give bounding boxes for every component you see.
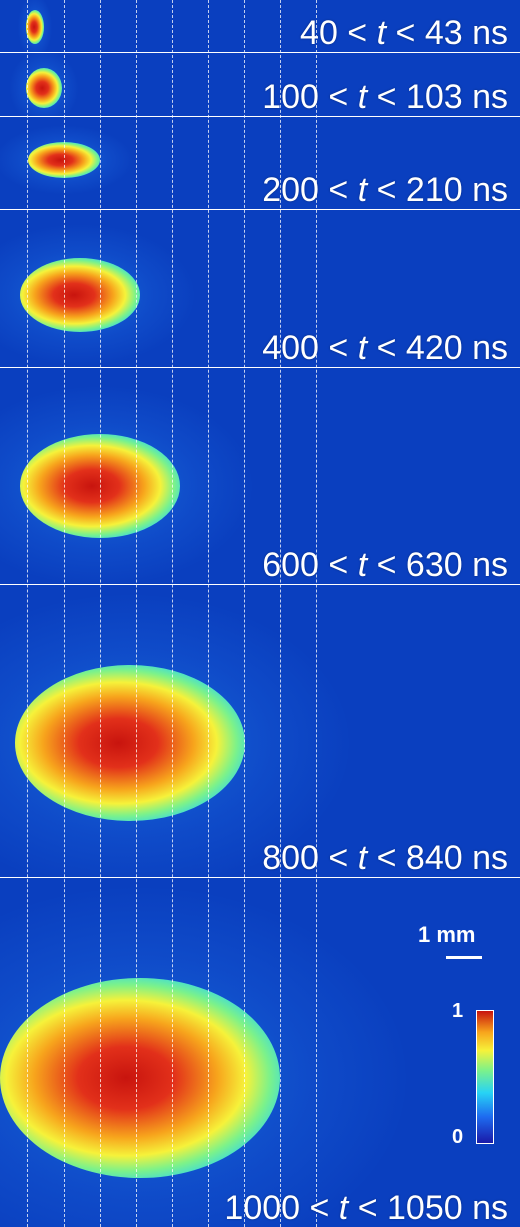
panel-divider: [0, 209, 520, 210]
grid-line: [136, 0, 137, 1227]
intensity-blob: [26, 68, 62, 108]
time-low: 600: [262, 546, 319, 584]
time-panel: 100 < t < 103 ns: [0, 53, 520, 116]
colorbar-min-label: 0: [452, 1126, 464, 1148]
lt-symbol: <: [367, 78, 406, 116]
time-symbol: t: [357, 171, 368, 209]
intensity-blob: [15, 665, 245, 821]
lt-symbol: <: [367, 171, 406, 209]
grid-line: [100, 0, 101, 1227]
grid-line: [64, 0, 65, 1227]
time-unit: ns: [462, 78, 508, 116]
time-low: 100: [262, 78, 319, 116]
time-window-label: 100 < t < 103 ns: [262, 80, 508, 114]
time-window-label: 40 < t < 43 ns: [300, 16, 508, 50]
lt-symbol: <: [337, 14, 377, 52]
time-symbol: t: [357, 78, 368, 116]
time-low: 200: [262, 171, 319, 209]
time-panel: 800 < t < 840 ns: [0, 585, 520, 877]
grid-line: [244, 0, 245, 1227]
colorbar: [476, 1010, 494, 1144]
scale-bar: [446, 956, 482, 959]
time-symbol: t: [357, 329, 368, 367]
lt-symbol: <: [318, 171, 358, 209]
grid-line: [172, 0, 173, 1227]
time-high: 630: [405, 546, 463, 584]
time-window-label: 600 < t < 630 ns: [262, 548, 508, 582]
lt-symbol: <: [318, 78, 358, 116]
time-high: 420: [405, 329, 463, 367]
time-symbol: t: [338, 1189, 349, 1227]
time-unit: ns: [462, 14, 508, 52]
grid-line: [316, 0, 317, 1227]
time-window-label: 200 < t < 210 ns: [262, 173, 508, 207]
time-unit: ns: [462, 546, 508, 584]
panel-divider: [0, 367, 520, 368]
time-unit: ns: [462, 171, 508, 209]
time-window-label: 400 < t < 420 ns: [262, 331, 508, 365]
time-high: 43: [424, 14, 463, 52]
time-panel: 400 < t < 420 ns: [0, 210, 520, 367]
time-unit: ns: [462, 839, 508, 877]
time-symbol: t: [376, 14, 387, 52]
intensity-blob: [26, 10, 44, 44]
time-window-label: 1000 < t < 1050 ns: [224, 1191, 508, 1225]
lt-symbol: <: [348, 1189, 387, 1227]
lt-symbol: <: [300, 1189, 339, 1227]
time-low: 800: [262, 839, 319, 877]
time-high: 840: [405, 839, 463, 877]
time-symbol: t: [357, 546, 368, 584]
scale-bar-label: 1 mm: [418, 922, 476, 947]
time-high: 210: [405, 171, 463, 209]
panel-divider: [0, 584, 520, 585]
intensity-blob: [20, 258, 140, 332]
time-panel: 1000 < t < 1050 ns: [0, 878, 520, 1227]
time-high: 1050: [387, 1189, 463, 1227]
lt-symbol: <: [318, 329, 358, 367]
time-unit: ns: [462, 1189, 508, 1227]
time-low: 1000: [224, 1189, 301, 1227]
intensity-blob: [0, 978, 280, 1178]
time-high: 103: [405, 78, 463, 116]
panel-divider: [0, 877, 520, 878]
lt-symbol: <: [318, 839, 358, 877]
time-unit: ns: [462, 329, 508, 367]
panel-divider: [0, 52, 520, 53]
time-low: 40: [300, 14, 338, 52]
time-panel: 40 < t < 43 ns: [0, 0, 520, 52]
time-panel: 600 < t < 630 ns: [0, 368, 520, 584]
lt-symbol: <: [367, 329, 406, 367]
lt-symbol: <: [318, 546, 358, 584]
colorbar-max-label: 1: [452, 1000, 464, 1022]
grid-line: [208, 0, 209, 1227]
time-symbol: t: [357, 839, 368, 877]
time-panel: 200 < t < 210 ns: [0, 117, 520, 209]
grid-line: [280, 0, 281, 1227]
lt-symbol: <: [367, 839, 406, 877]
lt-symbol: <: [367, 546, 406, 584]
time-low: 400: [262, 329, 319, 367]
time-window-label: 800 < t < 840 ns: [262, 841, 508, 875]
grid-line: [27, 0, 28, 1227]
panel-divider: [0, 116, 520, 117]
lt-symbol: <: [386, 14, 425, 52]
